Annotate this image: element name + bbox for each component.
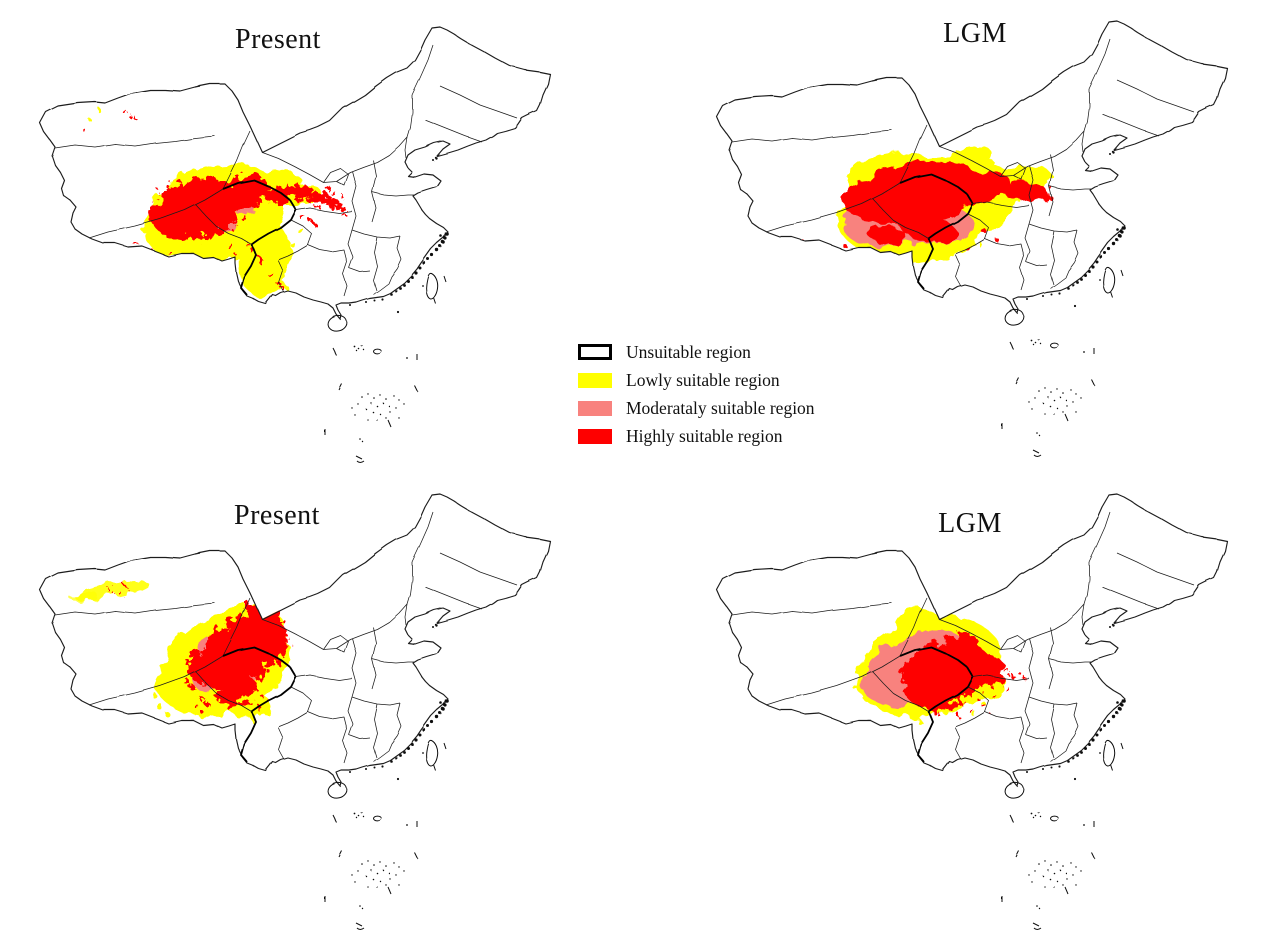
panel-title: LGM xyxy=(943,18,1007,49)
legend-label: Lowly suitable region xyxy=(626,369,780,390)
legend-item-unsuitable: Unsuitable region xyxy=(578,338,878,366)
panel-lgm-bottom: LGM xyxy=(635,476,1269,951)
legend-item-moderately: Moderataly suitable region xyxy=(578,394,878,422)
china-map-lgm-bottom xyxy=(635,476,1269,951)
legend-swatch-lowly xyxy=(578,372,612,388)
legend-label: Unsuitable region xyxy=(626,341,751,362)
legend-label: Moderataly suitable region xyxy=(626,397,815,418)
panel-title: Present xyxy=(234,500,320,531)
panel-lgm-top: LGM xyxy=(635,0,1269,476)
panel-title: LGM xyxy=(938,508,1002,539)
legend-item-highly: Highly suitable region xyxy=(578,422,878,450)
legend-item-lowly: Lowly suitable region xyxy=(578,366,878,394)
legend-label: Highly suitable region xyxy=(626,425,783,446)
panel-present-top: Present xyxy=(0,0,634,476)
legend-swatch-unsuitable xyxy=(578,344,612,360)
legend: Unsuitable region Lowly suitable region … xyxy=(578,338,878,450)
china-map-present-bottom xyxy=(0,476,634,951)
legend-swatch-highly xyxy=(578,428,612,444)
legend-swatch-moderately xyxy=(578,400,612,416)
china-map-present-top xyxy=(0,0,634,476)
panel-present-bottom: Present xyxy=(0,476,634,951)
panel-title: Present xyxy=(235,24,321,55)
